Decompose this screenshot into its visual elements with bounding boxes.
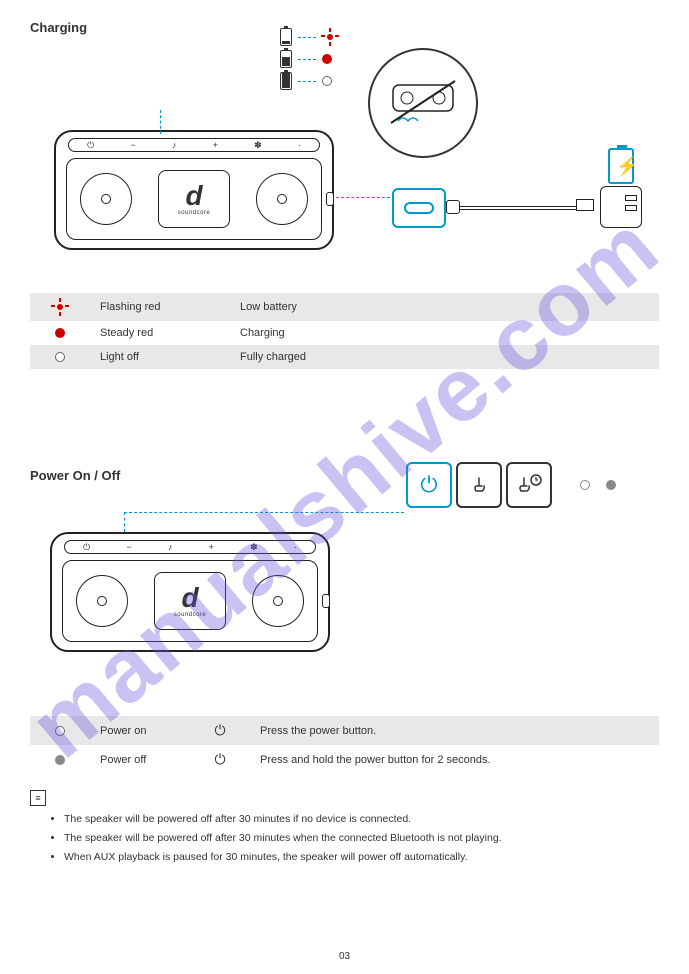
power-icon: ⏻ [406, 462, 452, 508]
list-item: When AUX playback is paused for 30 minut… [64, 850, 659, 866]
battery-mid-icon [280, 50, 292, 68]
power-button-icon: ⏻ [200, 722, 240, 739]
usb-cable [448, 206, 578, 210]
status-label: Flashing red [100, 301, 220, 313]
power-button-icon: ⏻ [200, 751, 240, 768]
led-flash-red-icon [52, 299, 68, 315]
status-desc: Fully charged [240, 351, 649, 363]
table-row: Light off Fully charged [30, 345, 659, 369]
status-desc: Charging [240, 327, 649, 339]
power-section: Power On / Off ⏻ ⏻−♪+✽· [30, 468, 659, 489]
charging-title: Charging [30, 20, 659, 35]
led-off-icon [55, 352, 65, 362]
battery-low-icon [280, 28, 292, 46]
led-after-icon [606, 480, 616, 490]
tap-hold-icon [506, 462, 552, 508]
power-state-label: Power off [100, 754, 180, 766]
logo-icon: d [185, 182, 202, 210]
no-water-icon [383, 73, 463, 133]
led-flash-red-icon [322, 29, 338, 45]
usb-c-plug-icon [446, 200, 460, 214]
led-solid-red-icon [55, 328, 65, 338]
list-item: The speaker will be powered off after 30… [64, 831, 659, 847]
charging-status-table: Flashing red Low battery Steady red Char… [30, 293, 659, 369]
tap-icon [456, 462, 502, 508]
note-block: ≡ The speaker will be powered off after … [30, 790, 659, 868]
page-number: 03 [339, 951, 350, 962]
speaker-diagram-power: ⏻−♪+✽· d soundcore [50, 532, 330, 652]
brand-label: soundcore [178, 210, 211, 216]
led-off-icon [55, 726, 65, 736]
led-on-grey-icon [55, 755, 65, 765]
speaker-diagram-charging: ⏻−♪+✽· d soundcore [54, 130, 334, 250]
led-before-icon [580, 480, 590, 490]
usb-a-plug-icon [576, 199, 594, 211]
power-state-label: Power on [100, 725, 180, 737]
battery-level-legend [280, 28, 338, 90]
led-solid-red-icon [322, 54, 332, 64]
dry-port-callout [368, 48, 478, 158]
status-desc: Low battery [240, 301, 649, 313]
battery-full-icon [280, 72, 292, 90]
note-icon: ≡ [30, 790, 46, 806]
usb-c-port-icon [392, 188, 446, 228]
power-action-desc: Press the power button. [260, 725, 649, 737]
table-row: Power on ⏻ Press the power button. [30, 716, 659, 745]
table-row: Flashing red Low battery [30, 293, 659, 321]
power-status-table: Power on ⏻ Press the power button. Power… [30, 716, 659, 774]
power-icon-row: ⏻ [406, 462, 616, 508]
led-off-icon [322, 76, 332, 86]
brand-label: soundcore [174, 612, 207, 618]
status-label: Steady red [100, 327, 220, 339]
charging-battery-icon: ⚡ [608, 148, 634, 184]
note-list: The speaker will be powered off after 30… [50, 812, 659, 865]
list-item: The speaker will be powered off after 30… [64, 812, 659, 828]
usb-charger-icon [600, 186, 642, 228]
table-row: Power off ⏻ Press and hold the power but… [30, 745, 659, 774]
logo-icon: d [181, 584, 198, 612]
status-label: Light off [100, 351, 220, 363]
power-action-desc: Press and hold the power button for 2 se… [260, 754, 649, 766]
table-row: Steady red Charging [30, 321, 659, 345]
